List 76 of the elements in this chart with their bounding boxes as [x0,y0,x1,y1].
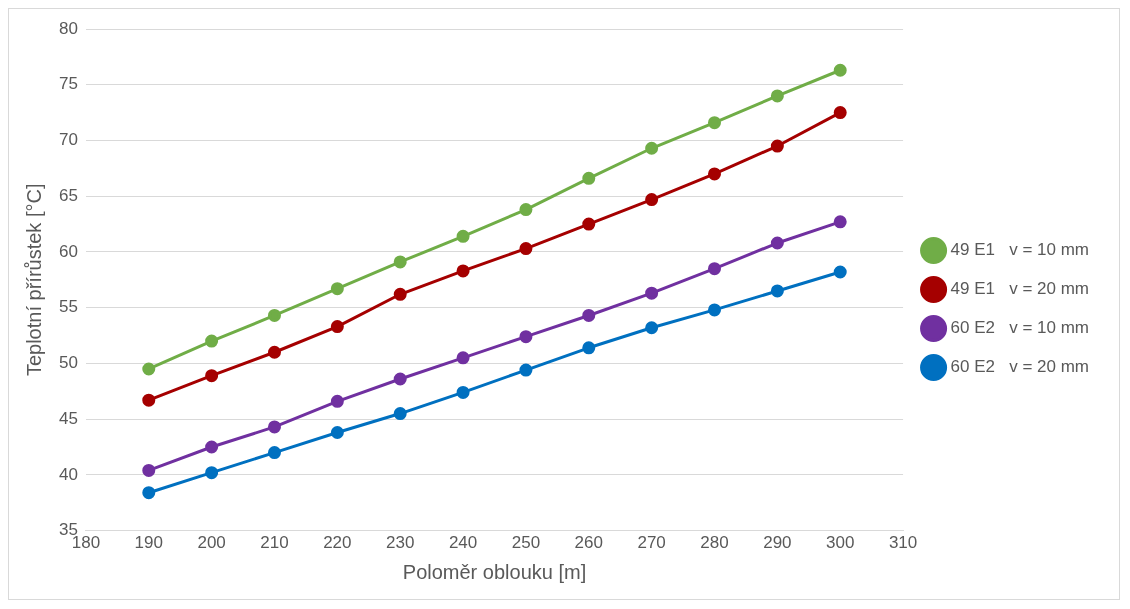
x-tick-label: 240 [448,533,478,553]
point [142,362,156,376]
point [708,303,721,317]
x-tick-label: 260 [574,533,603,553]
y-tick-label: 50 [58,353,78,373]
y-tick-label: 65 [58,185,78,205]
point [645,193,659,207]
legend-label: 60 E2 v = 10 mm [950,318,1090,338]
legend-label: 49 E1 v = 10 mm [950,240,1090,260]
x-tick-label: 200 [197,533,226,553]
x-tick-label: 190 [134,533,163,553]
point [142,393,156,407]
point [833,106,847,120]
point [330,320,344,334]
x-tick-label: 300 [826,533,855,553]
x-tick-label: 280 [700,533,729,553]
point [770,236,784,250]
point [205,466,219,480]
point [519,242,533,256]
point [708,116,721,130]
x-tick-label: 310 [888,533,918,553]
point [205,440,219,454]
point [267,345,281,359]
point [456,351,470,365]
y-tick-label: 70 [58,130,78,150]
x-tick-label: 250 [511,533,541,553]
y-axis-title: Teplotní přírůstek [°C] [22,183,45,377]
y-tick-label: 55 [58,297,78,317]
point [393,255,407,269]
point [582,217,596,231]
point [582,308,596,322]
point [267,446,281,460]
point [330,394,344,408]
point [770,89,784,103]
point [393,287,407,301]
y-tick-label: 60 [58,241,78,261]
point [582,171,596,185]
point [833,63,847,77]
point [267,308,281,322]
point [833,265,847,279]
point [770,284,784,298]
point [267,420,281,434]
point [456,264,470,278]
point [456,229,470,243]
point [330,426,344,440]
legend-label: 60 E2 v = 20 mm [950,357,1090,377]
point [645,141,659,155]
point [456,385,470,399]
x-tick-label: 290 [763,533,792,553]
point [519,203,533,217]
point [770,139,784,153]
x-tick-label: 230 [386,533,415,553]
point [519,363,533,377]
point [833,215,847,229]
point [393,372,407,386]
point [645,286,659,300]
point [519,330,533,344]
point [708,262,721,276]
point [582,341,596,355]
point [645,321,659,335]
x-tick-label: 270 [637,533,666,553]
point [393,407,407,421]
legend-label: 49 E1 v = 20 mm [950,279,1090,299]
point [205,369,219,383]
y-tick-label: 40 [58,464,78,484]
point [708,167,721,181]
point [142,486,156,500]
y-tick-label: 80 [58,18,78,38]
x-tick-label: 210 [260,533,289,553]
point [330,282,344,296]
y-tick-label: 45 [58,408,78,428]
point [142,463,156,477]
point [205,334,219,348]
x-tick-label: 220 [323,533,352,553]
y-tick-label: 75 [58,74,78,94]
x-axis-title: Poloměr oblouku [m] [402,560,587,583]
